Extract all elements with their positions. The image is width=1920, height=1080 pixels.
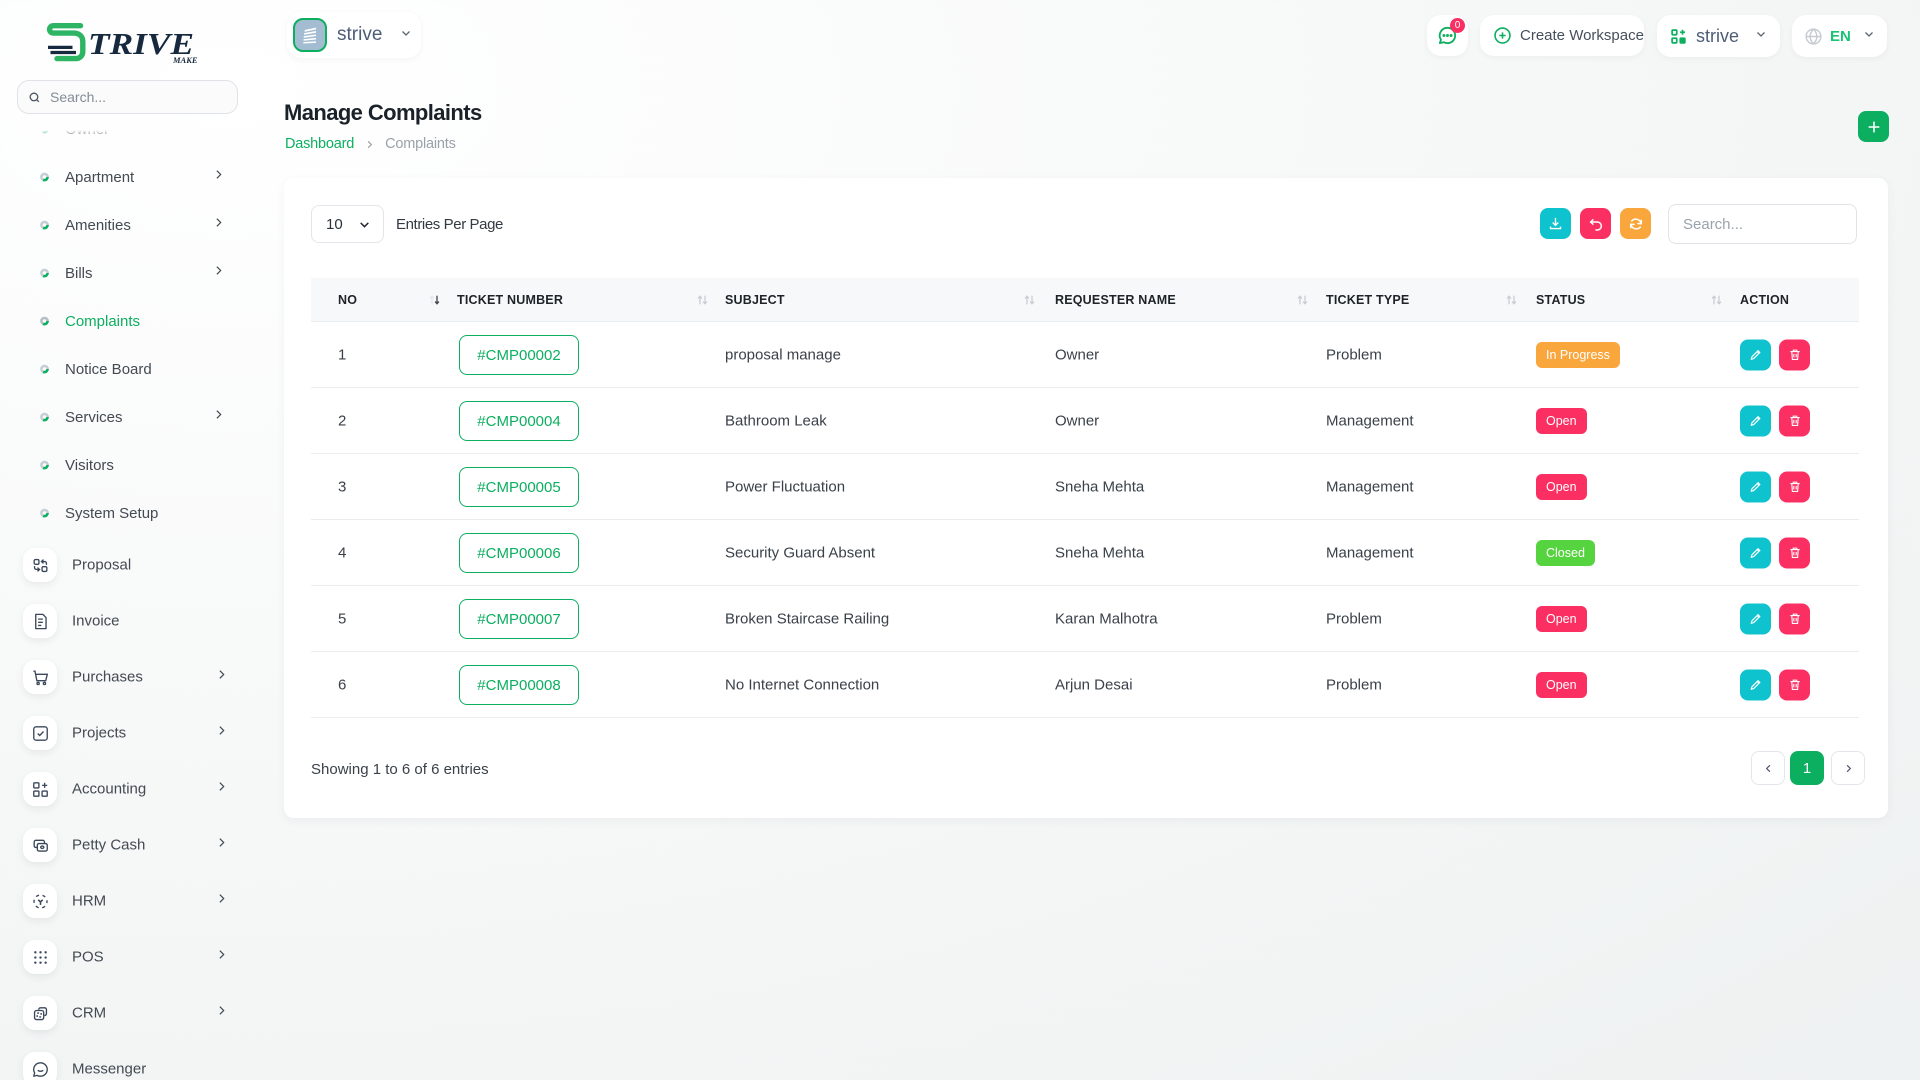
svg-text:TRIVE: TRIVE: [88, 26, 194, 61]
svg-text:MAKE: MAKE: [172, 55, 198, 65]
